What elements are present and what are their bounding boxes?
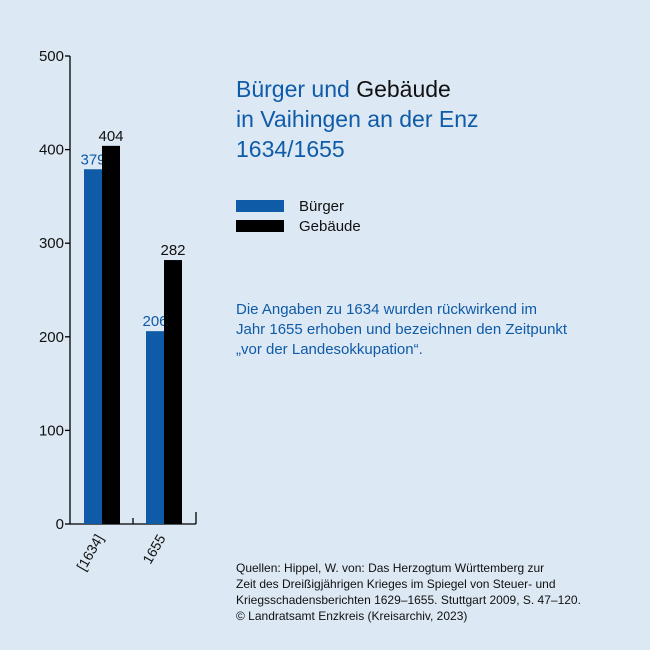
y-tick-label: 300 <box>39 235 64 252</box>
note-line: Die Angaben zu 1634 wurden rückwirkend i… <box>236 301 538 318</box>
title-part-gebaeude: Gebäude <box>356 76 451 102</box>
legend-label-gebaeude: Gebäude <box>299 217 361 235</box>
legend-swatch-gebaeude <box>236 220 284 232</box>
data-label: 404 <box>98 128 123 145</box>
chart-note: Die Angaben zu 1634 wurden rückwirkend i… <box>236 300 636 360</box>
legend: Bürger Gebäude <box>236 196 361 236</box>
legend-label-burger: Bürger <box>299 197 345 215</box>
y-tick-label: 200 <box>39 329 64 346</box>
source-line: Quellen: Hippel, W. von: Das Herzogtum W… <box>236 561 545 575</box>
legend-item-burger: Bürger <box>236 196 361 216</box>
bar-gebaeude <box>164 260 182 524</box>
x-category-label: 1655 <box>139 531 169 566</box>
bar-burger <box>146 331 164 524</box>
data-label: 379 <box>80 151 105 168</box>
title-line-2: in Vaihingen an der Enz <box>236 106 479 132</box>
title-part-burger: Bürger und <box>236 76 350 102</box>
y-tick-label: 400 <box>39 142 64 159</box>
y-tick-label: 500 <box>39 48 64 65</box>
x-category-label: [1634] <box>73 532 106 574</box>
data-label: 206 <box>142 313 167 330</box>
bar-gebaeude <box>102 145 120 524</box>
source-line: Kriegsschadensberichten 1629–1655. Stutt… <box>236 593 581 607</box>
bar-burger <box>84 169 102 525</box>
data-label: 282 <box>160 242 185 259</box>
chart-title: Bürger und Gebäude in Vaihingen an der E… <box>236 74 479 164</box>
source-line: Zeit des Dreißigjährigen Krieges im Spie… <box>236 577 556 591</box>
note-line: „vor der Landesokkupation“. <box>236 341 423 358</box>
title-line-3: 1634/1655 <box>236 136 345 162</box>
source-credits: Quellen: Hippel, W. von: Das Herzogtum W… <box>236 560 636 624</box>
legend-swatch-burger <box>236 200 284 212</box>
note-line: Jahr 1655 erhoben und bezeichnen den Zei… <box>236 321 568 338</box>
y-tick-label: 100 <box>39 422 64 439</box>
legend-item-gebaeude: Gebäude <box>236 216 361 236</box>
copyright-line: © Landratsamt Enzkreis (Kreisarchiv, 202… <box>236 609 468 623</box>
y-tick-label: 0 <box>56 516 64 533</box>
